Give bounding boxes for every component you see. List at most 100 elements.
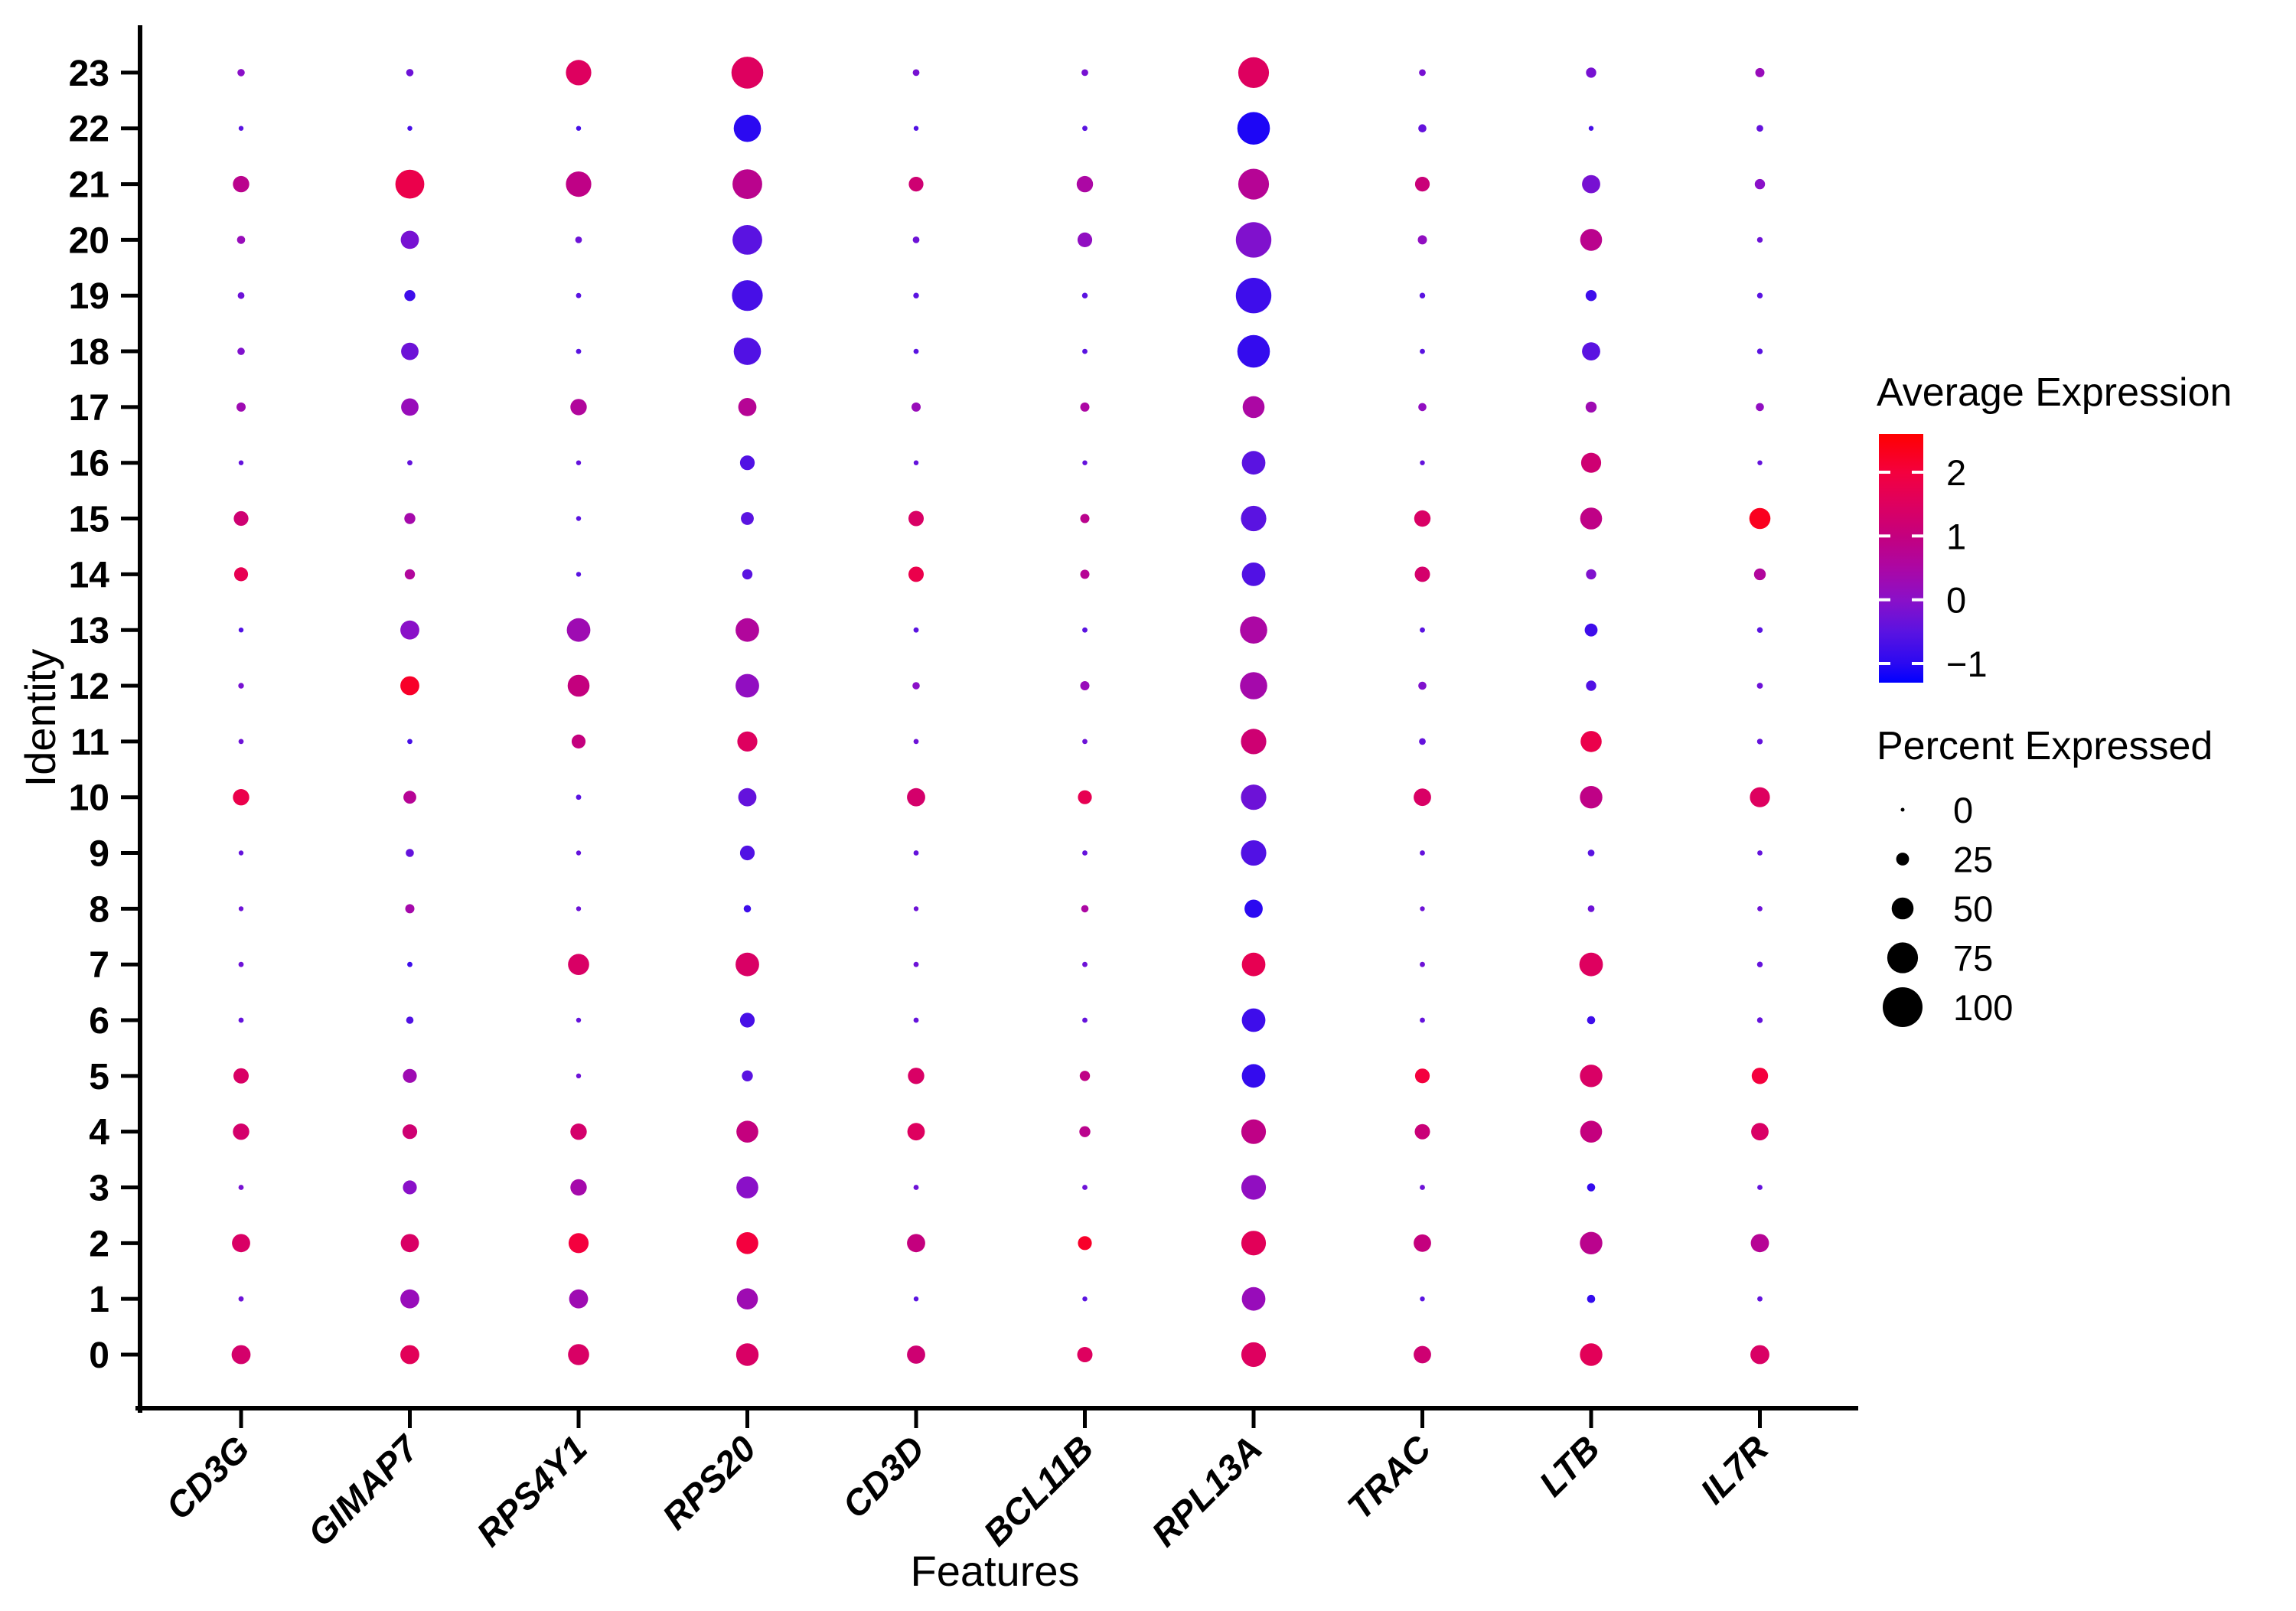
dot-CD3G-id4	[233, 1123, 249, 1140]
dot-BCL11B-id11	[1082, 739, 1088, 745]
dot-RPL13A-id0	[1241, 1342, 1267, 1368]
dot-IL7R-id22	[1756, 125, 1763, 132]
dot-CD3G-id23	[237, 69, 245, 77]
dot-RPL13A-id17	[1242, 396, 1265, 419]
dot-BCL11B-id17	[1080, 402, 1090, 412]
dot-GIMAP7-id19	[404, 290, 416, 302]
dot-CD3G-id8	[238, 906, 244, 911]
dot-IL7R-id8	[1757, 906, 1763, 911]
dot-CD3G-id13	[238, 628, 244, 633]
dot-BCL11B-id6	[1082, 1017, 1088, 1023]
y-tick-label-3: 3	[89, 1169, 109, 1209]
dot-RPL13A-id23	[1238, 57, 1270, 88]
y-tick-label-6: 6	[89, 1001, 109, 1042]
dot-BCL11B-id23	[1081, 69, 1088, 77]
dot-CD3G-id3	[238, 1185, 244, 1190]
dot-RPS20-id8	[743, 905, 752, 913]
dot-CD3G-id9	[238, 850, 244, 856]
dot-RPS20-id23	[731, 57, 764, 89]
dot-RPS20-id10	[738, 788, 757, 807]
dot-TRAC-id16	[1420, 460, 1425, 465]
y-tick-label-20: 20	[69, 220, 109, 261]
x-tick-label-IL7R: IL7R	[1692, 1428, 1776, 1512]
dot-GIMAP7-id18	[401, 342, 419, 360]
dot-LTB-id4	[1580, 1120, 1603, 1143]
dot-LTB-id17	[1585, 401, 1597, 413]
dot-CD3D-id18	[913, 348, 919, 354]
dot-RPL13A-id5	[1241, 1064, 1266, 1088]
dot-RPS4Y1-id17	[570, 399, 587, 416]
dot-GIMAP7-id1	[400, 1289, 419, 1309]
dot-RPL13A-id2	[1241, 1231, 1267, 1256]
dot-GIMAP7-id20	[400, 230, 419, 249]
dot-CD3G-id18	[237, 347, 245, 355]
dot-TRAC-id12	[1418, 681, 1427, 690]
dot-CD3D-id12	[912, 682, 920, 690]
dot-CD3D-id10	[907, 788, 925, 807]
size-legend-label-75: 75	[1953, 938, 1993, 979]
x-tick-label-RPS20: RPS20	[654, 1428, 764, 1538]
dot-CD3D-id22	[913, 126, 919, 131]
dot-TRAC-id6	[1420, 1017, 1425, 1023]
dot-TRAC-id19	[1419, 292, 1426, 298]
dot-GIMAP7-id11	[407, 739, 413, 745]
dot-LTB-id3	[1587, 1183, 1596, 1192]
dot-RPL13A-id21	[1238, 168, 1270, 200]
dot-LTB-id0	[1580, 1343, 1603, 1366]
dot-RPS20-id0	[735, 1343, 759, 1366]
size-legend-label-25: 25	[1953, 840, 1993, 880]
dot-RPS20-id13	[735, 618, 759, 642]
dot-TRAC-id22	[1418, 124, 1427, 132]
dot-LTB-id12	[1586, 680, 1596, 691]
dot-BCL11B-id5	[1079, 1071, 1091, 1081]
dot-RPS20-id17	[738, 398, 757, 416]
dot-GIMAP7-id10	[403, 791, 416, 804]
dot-RPL13A-id14	[1241, 563, 1266, 586]
dot-CD3D-id16	[913, 460, 919, 465]
dot-CD3G-id21	[233, 175, 249, 193]
size-legend-dot-75	[1887, 942, 1919, 973]
dot-CD3D-id8	[913, 906, 919, 911]
y-tick-label-21: 21	[69, 165, 109, 206]
dot-RPS4Y1-id7	[568, 954, 589, 975]
dot-LTB-id7	[1579, 952, 1603, 977]
dot-IL7R-id23	[1755, 67, 1765, 77]
dot-RPS4Y1-id1	[569, 1289, 589, 1309]
dot-RPS4Y1-id14	[576, 572, 582, 577]
dot-IL7R-id2	[1750, 1234, 1769, 1253]
dot-IL7R-id10	[1750, 787, 1770, 807]
dot-BCL11B-id22	[1082, 126, 1088, 132]
dot-BCL11B-id1	[1082, 1296, 1088, 1302]
expression-dots	[231, 57, 1771, 1368]
dot-GIMAP7-id21	[395, 169, 425, 199]
dot-RPS4Y1-id5	[576, 1073, 582, 1079]
dot-CD3G-id0	[231, 1345, 251, 1365]
dot-CD3D-id4	[907, 1123, 925, 1141]
dot-RPS4Y1-id9	[576, 850, 582, 856]
dot-TRAC-id9	[1420, 850, 1425, 856]
dot-GIMAP7-id7	[407, 961, 413, 967]
size-legend-label-50: 50	[1953, 889, 1993, 929]
dot-GIMAP7-id8	[405, 904, 415, 914]
x-tick-label-GIMAP7: GIMAP7	[300, 1427, 427, 1554]
dot-RPS4Y1-id4	[570, 1123, 587, 1140]
dot-CD3D-id19	[913, 292, 919, 298]
dot-CD3D-id21	[908, 177, 924, 192]
colorbar-label--1: −1	[1946, 644, 1988, 684]
dot-CD3G-id17	[236, 402, 246, 412]
y-axis-title: Identity	[16, 649, 64, 788]
y-tick-label-5: 5	[89, 1057, 109, 1097]
y-tick-label-4: 4	[89, 1113, 109, 1153]
dot-TRAC-id13	[1420, 627, 1425, 633]
dot-RPS20-id5	[742, 1070, 753, 1082]
dot-RPL13A-id7	[1241, 952, 1266, 977]
x-tick-label-CD3D: CD3D	[834, 1428, 932, 1526]
dot-LTB-id9	[1587, 850, 1595, 856]
dot-IL7R-id3	[1757, 1185, 1763, 1190]
size-legend-label-100: 100	[1953, 987, 2013, 1028]
dot-GIMAP7-id6	[406, 1016, 414, 1024]
dot-TRAC-id0	[1414, 1345, 1431, 1364]
color-legend-title: Average Expression	[1877, 370, 2232, 415]
dot-BCL11B-id2	[1078, 1236, 1092, 1251]
